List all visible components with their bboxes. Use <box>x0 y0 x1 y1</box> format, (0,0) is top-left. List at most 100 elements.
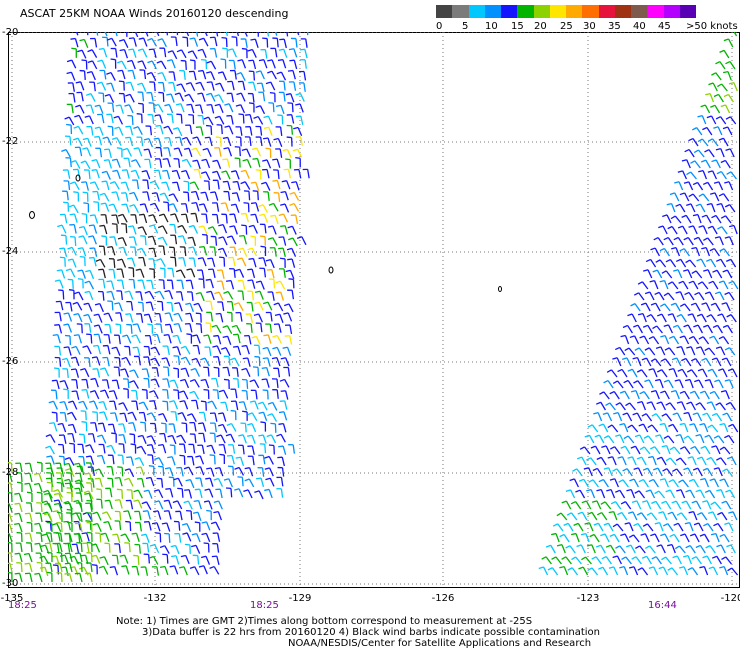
wind-barb-feather <box>163 510 169 512</box>
wind-barb <box>77 137 83 147</box>
wind-barb <box>154 544 160 554</box>
wind-barb-feather <box>57 422 63 426</box>
wind-barb <box>193 257 197 268</box>
wind-barb-feather <box>613 412 619 415</box>
wind-barb-feather <box>570 532 577 536</box>
wind-barb <box>174 235 178 245</box>
wind-barb <box>262 257 267 267</box>
wind-barb <box>189 303 194 312</box>
wind-barb-feather <box>698 193 704 197</box>
wind-barb-feather <box>206 60 212 64</box>
wind-barb <box>125 357 132 366</box>
wind-barb-feather <box>642 467 648 471</box>
wind-barb <box>144 566 149 576</box>
wind-barb-feather <box>183 466 189 470</box>
wind-barb <box>78 115 84 124</box>
wind-barb <box>63 401 69 411</box>
wind-barb <box>680 314 687 323</box>
wind-barb <box>71 412 77 421</box>
wind-barb <box>101 82 107 91</box>
legend-label: 30 <box>583 21 596 32</box>
wind-barb <box>29 573 33 583</box>
wind-barb-feather <box>729 224 735 228</box>
wind-barb-feather <box>98 422 104 425</box>
lon-label: -129 <box>288 593 312 604</box>
wind-barb-feather <box>693 236 699 240</box>
wind-barb-feather <box>695 489 701 493</box>
wind-barb-feather <box>51 411 57 414</box>
wind-barb-feather <box>686 369 692 373</box>
wind-barb <box>219 116 225 125</box>
wind-barb-feather <box>617 456 623 459</box>
wind-barb <box>602 566 609 576</box>
wind-barb <box>670 203 676 213</box>
wind-barb-feather <box>243 202 249 204</box>
wind-barb-feather <box>646 313 652 318</box>
wind-barb-feather <box>136 445 142 449</box>
wind-barb <box>95 169 100 179</box>
wind-barb <box>225 170 231 180</box>
wind-barb <box>79 473 83 483</box>
wind-barb-feather <box>111 346 117 350</box>
wind-barb-feather <box>74 572 80 575</box>
wind-barb <box>75 160 81 169</box>
wind-barb-feather <box>134 457 140 460</box>
wind-barb <box>621 512 628 521</box>
wind-barb <box>115 191 120 201</box>
wind-barb-feather <box>724 291 730 296</box>
wind-barb <box>277 368 281 378</box>
wind-barb <box>718 379 724 389</box>
wind-barb-feather <box>639 335 645 339</box>
wind-barb <box>208 181 211 191</box>
wind-barb-feather <box>694 291 700 296</box>
wind-barb <box>664 303 671 312</box>
wind-barb-feather <box>713 181 720 184</box>
wind-barb <box>669 402 676 411</box>
wind-barb-feather <box>693 149 699 154</box>
wind-barb <box>110 291 115 301</box>
wind-barb <box>602 423 609 433</box>
wind-barb-feather <box>125 313 131 316</box>
wind-barb-feather <box>118 402 124 405</box>
wind-barb-feather <box>644 347 650 351</box>
wind-barb-feather <box>661 270 667 274</box>
wind-barb <box>694 446 701 455</box>
wind-barb-feather <box>150 378 156 381</box>
wind-barb-feather <box>655 346 662 349</box>
wind-barb <box>665 413 673 422</box>
wind-barb <box>145 501 152 511</box>
wind-barb <box>595 445 601 455</box>
wind-barb-feather <box>728 82 735 85</box>
wind-barb-feather <box>172 334 178 338</box>
wind-barb-feather <box>241 367 247 371</box>
wind-barb <box>272 402 278 411</box>
wind-barb <box>49 463 53 473</box>
wind-barb <box>585 556 592 565</box>
wind-barb <box>104 367 110 377</box>
wind-barb-feather <box>220 401 226 404</box>
wind-barb-feather <box>291 181 297 184</box>
wind-barb-feather <box>591 500 598 503</box>
wind-barb <box>692 280 699 290</box>
wind-barb-feather <box>720 159 726 164</box>
wind-barb <box>78 533 83 543</box>
wind-barb-feather <box>713 126 719 129</box>
wind-barb-feather <box>177 412 183 415</box>
wind-barb <box>257 191 259 201</box>
wind-barb-feather <box>245 113 251 116</box>
wind-barb <box>171 280 174 290</box>
wind-barb <box>60 533 63 543</box>
wind-barb <box>660 544 666 554</box>
wind-barb-feather <box>54 279 60 282</box>
wind-barb-feather <box>275 280 281 284</box>
wind-barb <box>728 38 734 48</box>
wind-barb <box>718 467 723 477</box>
wind-barb <box>288 303 294 313</box>
wind-barb-feather <box>634 434 640 438</box>
wind-barb-feather <box>687 456 693 459</box>
wind-barb <box>270 312 273 322</box>
wind-barb-feather <box>650 302 656 306</box>
wind-barb-feather <box>104 93 110 97</box>
wind-barb <box>71 247 77 256</box>
wind-barb <box>38 483 43 493</box>
